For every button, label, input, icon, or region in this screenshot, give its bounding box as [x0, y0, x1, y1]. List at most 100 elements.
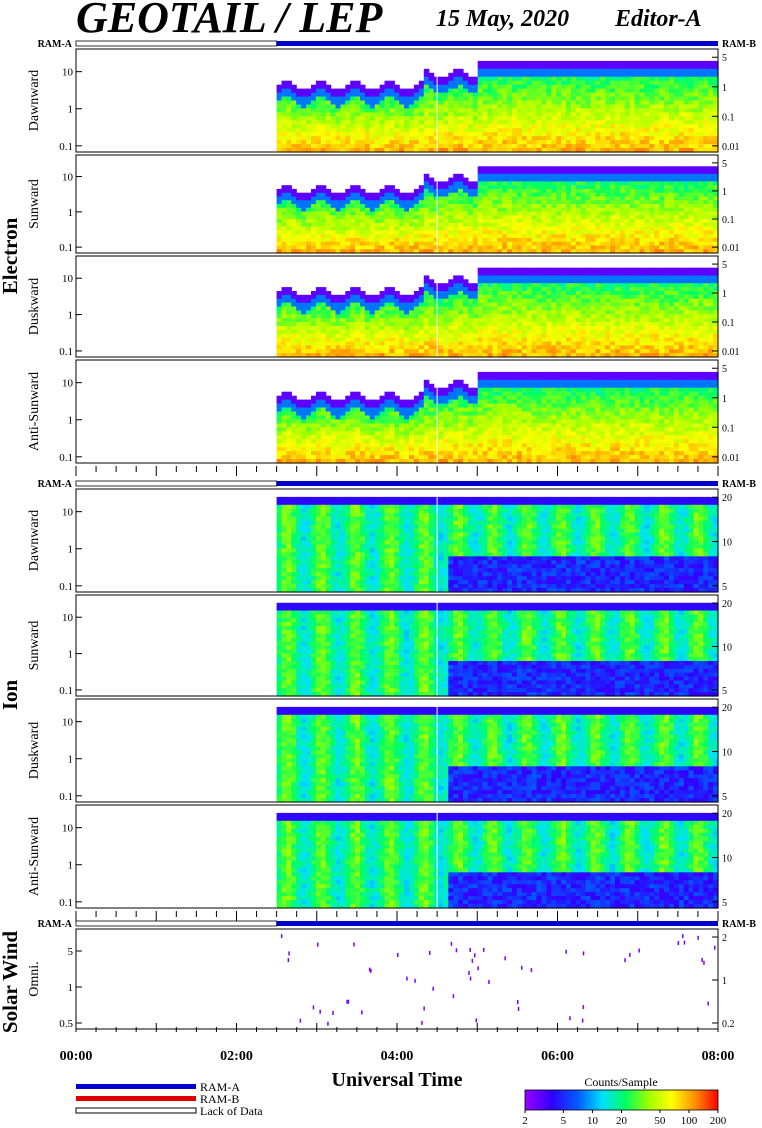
heat-cell — [502, 166, 508, 171]
heat-cell — [531, 226, 538, 231]
heat-cell — [296, 108, 302, 113]
heat-cell — [467, 222, 474, 228]
heat-cell — [296, 333, 302, 339]
heat-cell — [364, 222, 371, 228]
heat-cell — [629, 181, 636, 186]
heat-cell — [453, 207, 459, 213]
heat-cell — [379, 241, 386, 247]
heat-cell — [389, 249, 395, 254]
heat-cell — [566, 148, 572, 153]
heat-cell — [340, 144, 346, 149]
heat-cell — [423, 181, 430, 186]
heat-cell — [360, 116, 366, 121]
heat-cell — [566, 237, 572, 243]
heat-cell — [516, 128, 523, 133]
heat-cell — [521, 310, 528, 315]
heat-cell — [536, 353, 542, 358]
heat-cell — [286, 92, 292, 98]
heat-cell — [477, 291, 484, 296]
heat-cell — [536, 196, 542, 201]
heat-cell — [345, 84, 351, 90]
heat-cell — [502, 136, 508, 141]
heat-cell — [708, 96, 714, 102]
heat-cell — [335, 306, 341, 311]
heat-cell — [516, 298, 523, 304]
heat-cell — [507, 314, 513, 319]
heat-cell — [418, 120, 425, 125]
heat-cell — [384, 219, 390, 224]
heat-cell — [683, 116, 690, 121]
heat-cell — [566, 298, 572, 304]
heat-cell — [399, 112, 405, 117]
heat-cell — [512, 322, 518, 327]
heat-cell — [345, 148, 351, 153]
heat-cell — [325, 207, 332, 213]
heat-cell — [551, 302, 557, 308]
heat-cell — [683, 219, 690, 224]
heat-cell — [507, 353, 513, 358]
heat-cell — [428, 181, 435, 186]
heat-cell — [291, 215, 297, 220]
heat-cell — [507, 200, 513, 205]
heat-cell — [497, 310, 503, 315]
heat-cell — [693, 219, 699, 224]
heat-cell — [389, 341, 395, 346]
heat-cell — [541, 166, 547, 171]
heat-cell — [350, 226, 356, 231]
heat-cell — [296, 140, 302, 145]
heat-cell — [458, 188, 464, 194]
heat-cell — [301, 112, 307, 117]
heat-cell — [570, 120, 577, 125]
heat-cell — [551, 314, 557, 319]
heat-cell — [320, 192, 327, 198]
heat-cell — [276, 215, 283, 220]
heat-cell — [374, 234, 381, 239]
heat-cell — [531, 249, 538, 254]
heat-cell — [600, 96, 606, 102]
heat-cell — [502, 181, 508, 186]
heat-cell — [580, 337, 587, 343]
heat-cell — [585, 230, 592, 235]
heat-cell — [497, 219, 503, 224]
heat-cell — [315, 219, 322, 224]
heat-cell — [443, 353, 449, 358]
heat-cell — [664, 140, 670, 145]
heat-cell — [688, 215, 695, 220]
heat-cell — [649, 76, 655, 82]
heat-cell — [467, 219, 474, 224]
heat-cell — [654, 148, 660, 153]
heat-cell — [281, 204, 287, 209]
heat-cell — [673, 68, 680, 74]
heat-cell — [448, 96, 454, 102]
heat-cell — [492, 116, 498, 121]
heat-cell — [350, 322, 356, 327]
heat-cell — [531, 84, 538, 90]
heat-cell — [345, 120, 351, 125]
heat-cell — [413, 291, 420, 296]
heat-cell — [301, 245, 307, 250]
heat-cell — [512, 279, 518, 284]
heat-cell — [458, 116, 464, 121]
heat-cell — [541, 298, 547, 304]
heat-cell — [340, 140, 346, 145]
heat-cell — [654, 80, 660, 86]
heat-cell — [458, 325, 464, 331]
heat-cell — [281, 211, 287, 216]
heat-cell — [443, 196, 449, 201]
heat-cell — [394, 294, 400, 300]
heat-cell — [364, 230, 371, 235]
heat-cell — [281, 291, 287, 296]
heat-cell — [482, 234, 489, 239]
heat-cell — [433, 349, 440, 354]
heat-cell — [693, 116, 699, 121]
heat-cell — [315, 318, 322, 323]
heat-cell — [521, 116, 528, 121]
heat-cell — [438, 325, 444, 331]
heat-cell — [306, 318, 312, 323]
heat-cell — [492, 92, 498, 98]
heat-cell — [438, 306, 444, 311]
heat-cell — [570, 230, 577, 235]
heat-cell — [330, 207, 337, 213]
heat-cell — [423, 318, 430, 323]
heat-cell — [482, 128, 489, 133]
